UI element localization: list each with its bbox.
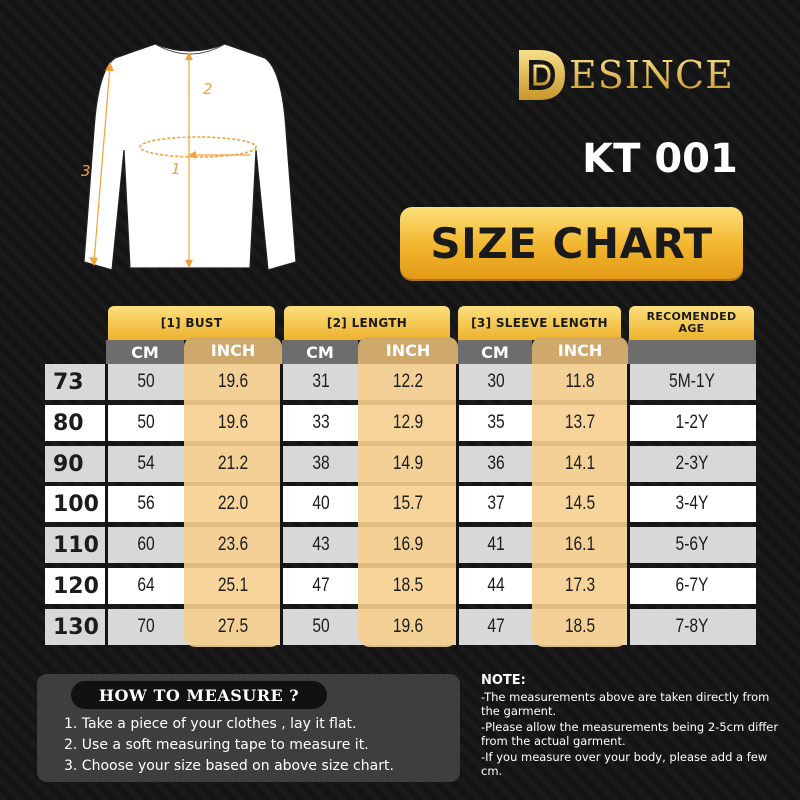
length-inch-header: INCH [358, 337, 458, 364]
sleeve-cm-cell: 35 [487, 412, 505, 433]
note-title: NOTE: [481, 673, 526, 688]
age-cell: 1-2Y [675, 412, 709, 433]
measure-step: 2. Use a soft measuring tape to measure … [64, 737, 369, 753]
bust-cm-cell: 50 [137, 412, 155, 433]
length-cm-cell: 31 [312, 371, 330, 392]
length-cm-cell: 38 [312, 453, 330, 474]
age-cell: 2-3Y [675, 453, 709, 474]
sleeve-length-header: [3] SLEEVE LENGTH [458, 306, 621, 340]
sleeve-cm-cell: 44 [487, 575, 505, 596]
sleeve-cm-cell: 47 [487, 616, 505, 637]
brand-d-icon [519, 50, 565, 100]
note-line: -If you measure over your body, please a… [481, 750, 768, 778]
age-cell: 5-6Y [675, 534, 709, 555]
bust-inch-cell: 25.1 [217, 575, 249, 596]
bust-cm-header: CM [106, 340, 184, 364]
column-divider [627, 364, 630, 647]
size-cell: 130 [53, 614, 99, 640]
sleeve-cm-cell: 30 [487, 371, 505, 392]
bust-inch-cell: 23.6 [217, 534, 249, 555]
sleeve-inch-cell: 16.1 [564, 534, 596, 555]
long-sleeve-shirt-icon [83, 43, 297, 271]
size-cell: 90 [53, 451, 84, 477]
note-line: -The measurements above are taken direct… [481, 690, 770, 718]
sleeve-cm-header: CM [458, 340, 532, 364]
measure-step: 3. Choose your size based on above size … [64, 758, 394, 774]
length-header: [2] LENGTH [284, 306, 450, 340]
sleeve-inch-cell: 13.7 [564, 412, 596, 433]
size-chart-title: SIZE CHART [430, 218, 713, 268]
brand-name: ESINCE [569, 53, 734, 97]
age-cell: 3-4Y [675, 493, 709, 514]
bust-inch-cell: 22.0 [217, 493, 249, 514]
bust-header: [1] BUST [108, 306, 275, 340]
sleeve-inch-cell: 14.5 [564, 493, 596, 514]
length-inch-cell: 12.9 [392, 412, 424, 433]
sleeve-inch-cell: 18.5 [564, 616, 596, 637]
note-line: -Please allow the measurements being 2-5… [481, 720, 779, 748]
size-chart-banner: SIZE CHART [400, 207, 743, 279]
size-cell: 80 [53, 410, 84, 436]
length-cm-header: CM [282, 340, 358, 364]
bust-cm-cell: 50 [137, 371, 155, 392]
bust-inch-cell: 27.5 [217, 616, 249, 637]
length-cm-cell: 47 [312, 575, 330, 596]
bust-inch-cell: 19.6 [217, 412, 249, 433]
length-marker-label: 2 [203, 80, 213, 98]
sleeve-cm-cell: 41 [487, 534, 505, 555]
how-to-measure-title: HOW TO MEASURE ? [71, 681, 327, 709]
column-divider [280, 364, 283, 647]
sleeve-cm-cell: 37 [487, 493, 505, 514]
sleeve-inch-header: INCH [532, 337, 628, 364]
length-cm-cell: 33 [312, 412, 330, 433]
recommended-age-label: RECOMENDED AGE [646, 310, 737, 335]
measure-step: 1. Take a piece of your clothes , lay it… [64, 716, 357, 732]
sleeve-inch-highlight [532, 364, 628, 647]
length-inch-cell: 18.5 [392, 575, 424, 596]
size-cell: 73 [53, 369, 84, 395]
column-divider [456, 364, 459, 647]
length-inch-highlight [358, 364, 458, 647]
age-cell: 5M-1Y [669, 371, 715, 392]
bust-cm-cell: 54 [137, 453, 155, 474]
bust-cm-cell: 56 [137, 493, 155, 514]
length-inch-cell: 14.9 [392, 453, 424, 474]
sleeve-inch-cell: 17.3 [564, 575, 596, 596]
sleeve-cm-cell: 36 [487, 453, 505, 474]
brand-logo: ESINCE [515, 40, 734, 110]
product-code: KT 001 [582, 136, 738, 182]
length-inch-cell: 15.7 [392, 493, 424, 514]
length-inch-cell: 16.9 [392, 534, 424, 555]
bust-inch-highlight [184, 364, 282, 647]
bust-cm-cell: 60 [137, 534, 155, 555]
bust-cm-cell: 70 [137, 616, 155, 637]
sleeve-inch-cell: 14.1 [564, 453, 596, 474]
bust-marker-label: 1 [171, 160, 181, 178]
bust-cm-cell: 64 [137, 575, 155, 596]
length-inch-cell: 12.2 [392, 371, 424, 392]
sleeve-marker-label: 3 [81, 162, 91, 180]
size-cell: 110 [53, 532, 99, 558]
age-subheader [628, 340, 756, 364]
bust-inch-cell: 19.6 [217, 371, 249, 392]
shirt-illustration: 1 2 3 [60, 30, 320, 290]
size-cell: 100 [53, 491, 99, 517]
length-cm-cell: 43 [312, 534, 330, 555]
age-cell: 6-7Y [675, 575, 709, 596]
age-cell: 7-8Y [675, 616, 709, 637]
bust-inch-header: INCH [184, 337, 282, 364]
length-cm-cell: 40 [312, 493, 330, 514]
column-divider [105, 364, 108, 647]
size-cell: 120 [53, 573, 99, 599]
length-cm-cell: 50 [312, 616, 330, 637]
recommended-age-header: RECOMENDED AGE [629, 306, 754, 340]
length-inch-cell: 19.6 [392, 616, 424, 637]
sleeve-inch-cell: 11.8 [565, 371, 595, 392]
bust-inch-cell: 21.2 [217, 453, 249, 474]
